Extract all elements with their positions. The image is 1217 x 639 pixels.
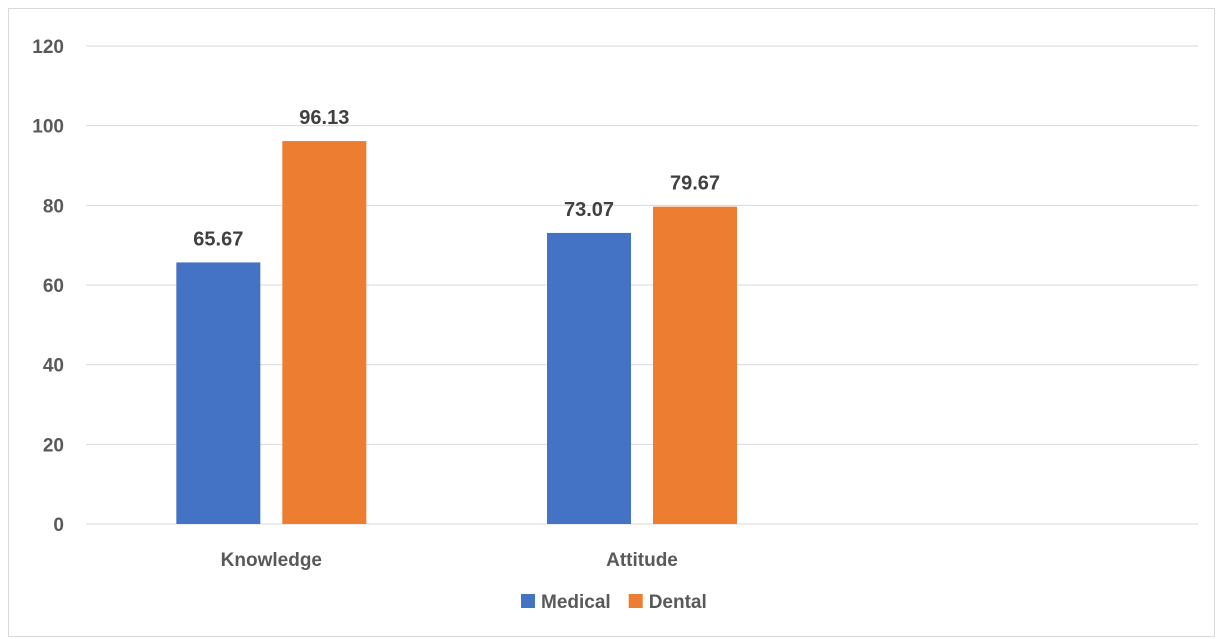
data-label: 65.67 [193,228,243,250]
y-tick-label: 120 [32,37,64,58]
legend-label: Dental [649,592,707,613]
y-tick-label: 20 [43,435,64,456]
y-tick-label: 100 [32,117,64,138]
gridlines [86,45,1198,525]
bar-medical-knowledge [176,262,261,524]
y-tick-label: 80 [43,196,64,217]
data-label: 73.07 [564,199,614,221]
bar-dental-knowledge [282,141,367,525]
y-tick-label: 60 [43,276,64,297]
legend-swatch-medical [521,594,535,608]
y-tick-label: 0 [53,515,64,536]
bar-dental-attitude [653,206,737,524]
legend-swatch-dental [628,594,643,608]
legend: Medical Dental [521,592,707,613]
bar-medical-attitude [547,232,631,524]
category-label: Knowledge [221,550,322,571]
y-tick-label: 40 [43,356,64,377]
data-labels: 65.67 96.13 73.07 79.67 [193,107,720,250]
x-axis-categories: Knowledge Attitude [221,550,678,571]
data-label: 96.13 [299,107,349,129]
data-label: 79.67 [670,173,720,195]
category-label: Attitude [606,550,678,571]
y-axis-ticks: 0 20 40 60 80 100 120 [32,37,64,536]
bars [176,141,737,525]
legend-label: Medical [541,592,611,613]
